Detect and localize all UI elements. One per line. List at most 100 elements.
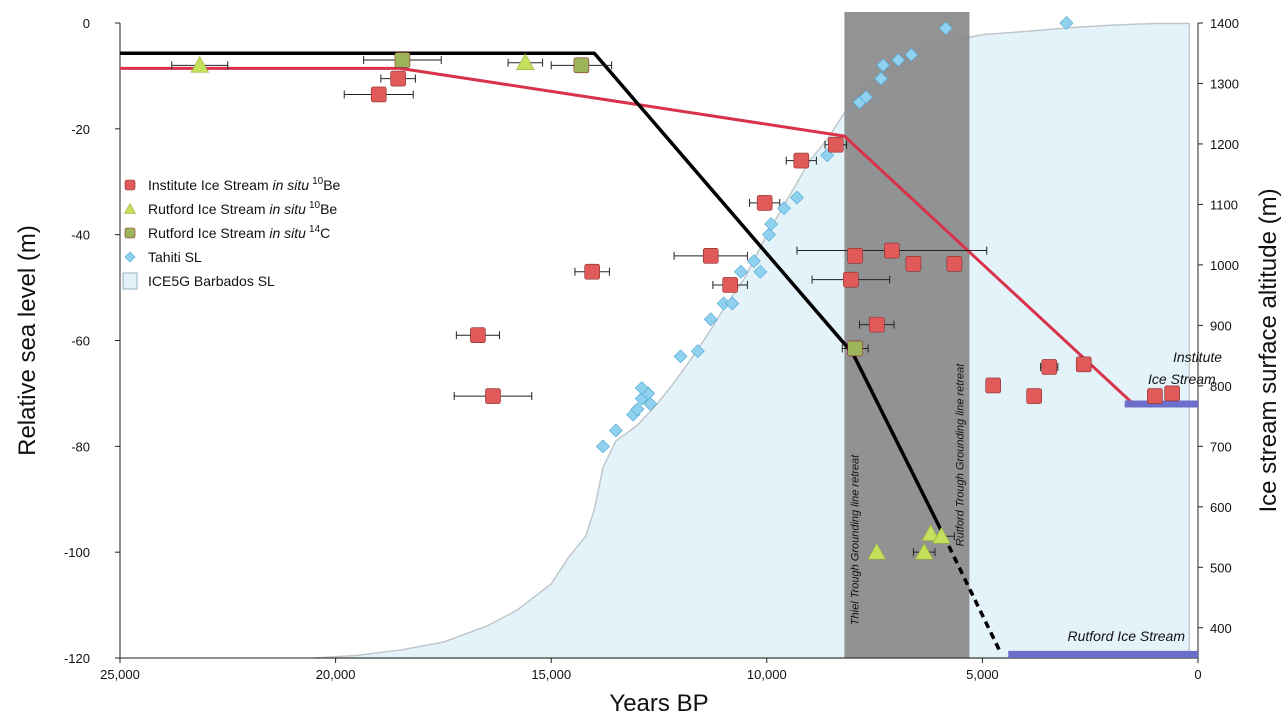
tahiti-point (725, 296, 740, 311)
tahiti-point (643, 397, 658, 411)
institute-point (1075, 356, 1092, 373)
y2-tick-label: 1000 (1210, 258, 1239, 273)
legend-text-post: Be (320, 201, 337, 217)
institute-point (884, 242, 900, 259)
institute-point (847, 248, 863, 264)
x-tick-label: 25,000 (100, 667, 140, 682)
tahiti-point (634, 381, 649, 396)
institute-point (485, 388, 501, 404)
rutford-line-line (120, 51, 946, 537)
legend-marker-tahiti (124, 251, 136, 263)
legend-entry-institute: Institute Ice Stream in situ 10Be (148, 176, 341, 193)
legend-entry-tahiti: Tahiti SL (148, 249, 202, 265)
institute-point (722, 277, 738, 293)
data-points (190, 16, 1180, 560)
legend-entry-barbados: ICE5G Barbados SL (148, 273, 275, 289)
tahiti-point (630, 402, 645, 417)
rutford-be-point (867, 542, 887, 560)
y2-tick-label: 1400 (1210, 16, 1239, 31)
institute-label-line2: Ice Stream (1148, 371, 1216, 387)
institute-point (827, 136, 844, 153)
tahiti-point (703, 312, 718, 327)
institute-point (470, 327, 486, 344)
y2-tick-label: 500 (1210, 560, 1232, 575)
y-tick-label: -120 (64, 651, 90, 666)
legend-text-italic: in situ (273, 177, 310, 193)
legend-text-pre: Rutford Ice Stream (148, 201, 269, 217)
y2-tick-label: 400 (1210, 621, 1232, 636)
tahiti-point (938, 21, 953, 36)
institute-point (390, 70, 406, 87)
x-tick-label: 15,000 (531, 667, 571, 682)
legend-text-italic: in situ (269, 201, 306, 217)
institute-label-line1: Institute (1173, 349, 1222, 365)
legend-marker-rutford-be (123, 202, 137, 214)
rutford-be-point (516, 53, 535, 71)
tahiti-point (673, 349, 688, 364)
rutford-c-point (847, 340, 863, 357)
rutford-ice-stream-label: Rutford Ice Stream (1068, 628, 1186, 644)
grounding-line-retreat-band (844, 12, 970, 658)
tahiti-point (746, 254, 761, 269)
institute-point (584, 263, 600, 280)
y2-axis-title: Ice stream surface altitude (m) (1255, 188, 1282, 512)
tahiti-point (596, 439, 610, 454)
institute-point (793, 152, 810, 169)
tahiti-point (859, 90, 873, 105)
y2-tick-label: 1300 (1210, 76, 1239, 91)
institute-point (370, 86, 387, 103)
x-axis-title: Years BP (609, 690, 708, 717)
legend-entry-rutford-be: Rutford Ice Stream in situ 10Be (148, 200, 337, 217)
legend-marker-rutford-c (124, 227, 136, 239)
rutford-be-point (914, 542, 934, 560)
institute-point (1147, 388, 1163, 404)
institute-point (756, 195, 773, 211)
institute-point (985, 377, 1001, 394)
legend-text-pre: Institute Ice Stream (148, 177, 273, 193)
tahiti-point (904, 47, 919, 62)
y-tick-label: -80 (71, 439, 90, 454)
tahiti-point (734, 264, 748, 279)
x-tick-label: 10,000 (747, 667, 787, 682)
y-axis-title: Relative sea level (m) (14, 225, 41, 456)
tahiti-point (608, 423, 623, 438)
legend-text-sup: 14 (309, 224, 321, 235)
legend-text-post: C (320, 225, 330, 241)
x-tick-label: 0 (1194, 667, 1201, 682)
y2-tick-label: 800 (1210, 379, 1232, 394)
chart-text: Thiel Trough Grounding line retreat Rutfo… (849, 349, 1222, 644)
tahiti-point (876, 58, 891, 73)
institute-point (905, 255, 922, 272)
legend-text-sup: 10 (309, 200, 321, 211)
institute-point (868, 316, 885, 333)
axes: 25,000 20,000 15,000 10,000 5,000 0 0 -20 -40 -60… (14, 16, 1282, 717)
rutford-line-dashed-line (942, 534, 1002, 652)
institute-point (1041, 359, 1058, 375)
rutford-c-point (573, 57, 590, 74)
x-tick-label: 20,000 (316, 667, 356, 682)
tahiti-point (1059, 16, 1074, 30)
y2-tick-label: 700 (1210, 439, 1232, 454)
legend-text-pre: Tahiti SL (148, 249, 202, 265)
tahiti-point (790, 190, 804, 205)
institute-point (702, 248, 719, 264)
tahiti-point (690, 344, 705, 359)
ice-stream-lines (120, 51, 1198, 658)
thiel-trough-label: Thiel Trough Grounding line retreat (849, 454, 861, 625)
institute-point (946, 255, 963, 272)
rutford-trough-label: Rutford Trough Grounding line retreat (954, 363, 966, 547)
legend-text-pre: ICE5G Barbados SL (148, 273, 275, 289)
y-tick-label: -100 (64, 545, 90, 560)
y-tick-label: -20 (71, 122, 90, 137)
tahiti-point (762, 227, 776, 242)
y2-tick-label: 1200 (1210, 137, 1239, 152)
retreat-band (844, 12, 970, 658)
y-tick-label: -40 (71, 228, 90, 243)
y2-tick-label: 900 (1210, 318, 1232, 333)
tahiti-point (777, 201, 791, 216)
institute-point (1164, 385, 1180, 402)
tahiti-point (891, 53, 906, 67)
barbados-sl-area (313, 22, 1191, 659)
legend-marker-institute (124, 179, 136, 191)
